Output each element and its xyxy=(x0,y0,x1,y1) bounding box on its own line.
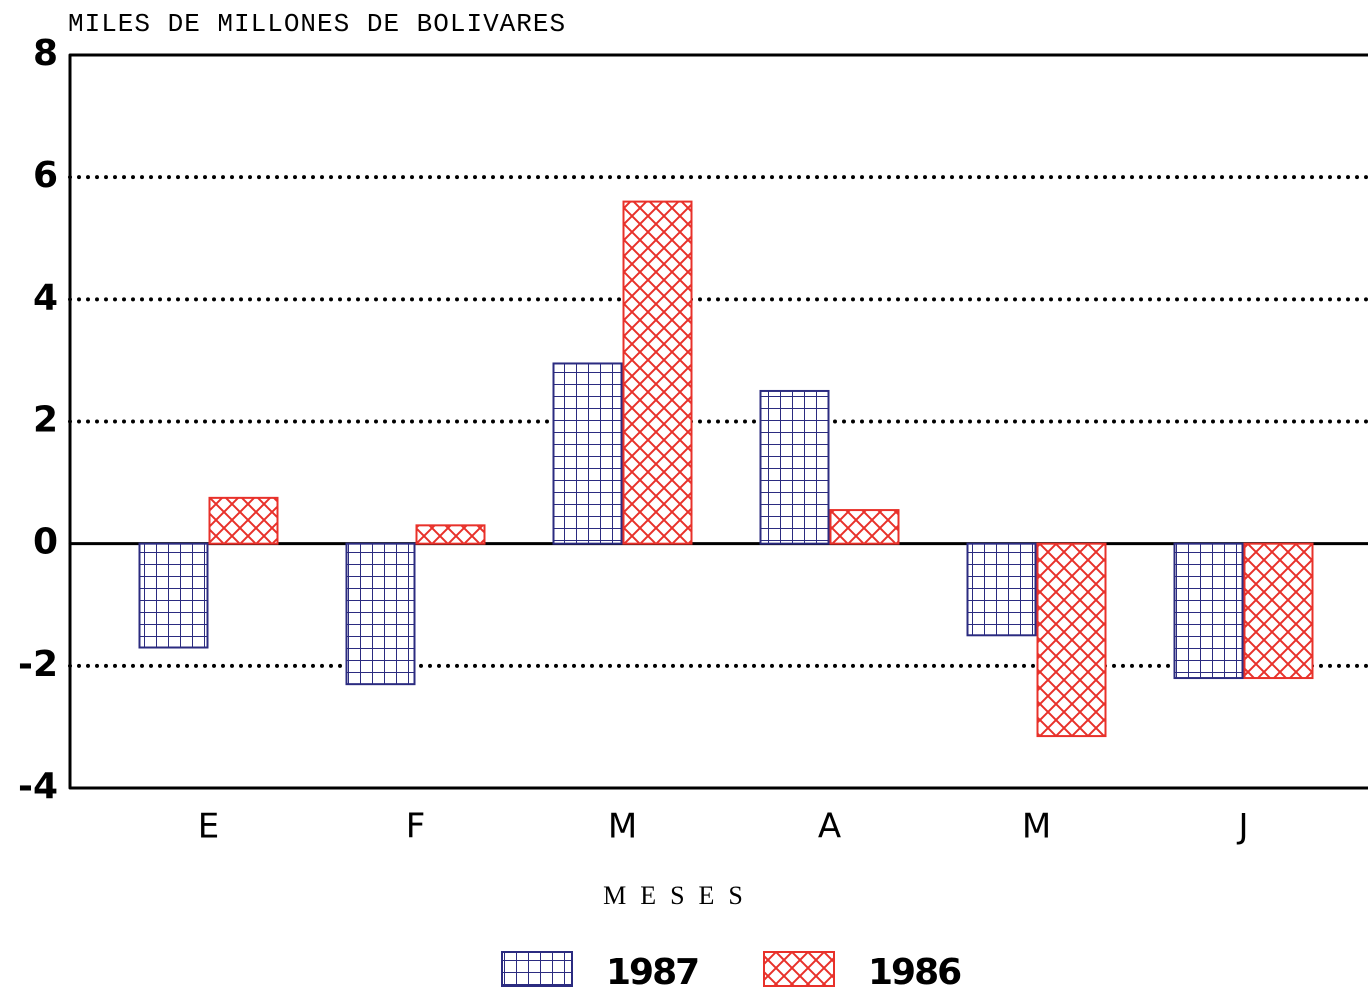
bar xyxy=(1036,542,1107,738)
x-tick-label: F xyxy=(406,807,426,847)
bar xyxy=(415,524,486,545)
bar xyxy=(622,200,693,545)
y-tick-label: 2 xyxy=(33,400,58,441)
y-tick-label: -2 xyxy=(18,644,58,685)
legend-swatch xyxy=(763,951,835,987)
bar xyxy=(966,542,1037,637)
bar xyxy=(1173,542,1244,680)
y-tick-label: 4 xyxy=(33,277,58,318)
legend-label: 1986 xyxy=(868,952,961,993)
x-tick-label: M xyxy=(608,807,637,847)
y-tick-label: 8 xyxy=(33,33,58,74)
bar xyxy=(138,542,209,649)
x-tick-label: A xyxy=(818,807,841,847)
x-axis-label: MESES xyxy=(603,881,757,910)
bar xyxy=(208,496,279,545)
y-tick-label: 0 xyxy=(33,522,58,563)
x-tick-label: E xyxy=(198,807,219,847)
legend-label: 1987 xyxy=(606,952,698,993)
bar xyxy=(759,389,830,545)
x-tick-label: J xyxy=(1236,807,1248,847)
y-tick-label: 6 xyxy=(33,155,58,196)
chart-title: MILES DE MILLONES DE BOLIVARES xyxy=(68,9,566,39)
bar xyxy=(345,542,416,686)
legend-swatch xyxy=(501,951,573,987)
bar xyxy=(552,362,623,545)
bar xyxy=(1243,542,1314,680)
bar xyxy=(829,509,900,545)
y-tick-label: -4 xyxy=(18,766,58,807)
x-tick-label: M xyxy=(1022,807,1051,847)
